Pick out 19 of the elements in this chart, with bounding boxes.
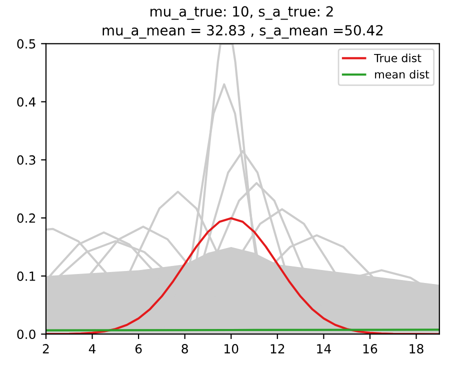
y-tick-label: 0.0 [17, 330, 36, 340]
legend-label: mean dist [375, 70, 430, 79]
x-tick-label: 6 [135, 344, 142, 354]
x-tick-label: 18 [410, 344, 424, 354]
x-tick-label: 2 [42, 344, 49, 354]
x-tick-label: 4 [88, 344, 96, 354]
chart-subtitle: mu_a_mean = 32.83 , s_a_mean =50.42 [102, 25, 383, 39]
legend-label: True dist [374, 54, 422, 62]
y-tick-label: 0.3 [17, 155, 36, 165]
x-tick-label: 16 [363, 344, 378, 354]
x-tick-label: 8 [182, 344, 188, 354]
y-tick-label: 0.5 [17, 39, 36, 49]
y-tick-label: 0.1 [17, 271, 36, 281]
chart-title: mu_a_true: 10, s_a_true: 2 [150, 6, 333, 20]
x-tick-label: 12 [270, 344, 284, 354]
y-tick-label: 0.4 [17, 97, 36, 107]
x-tick-label: 14 [317, 344, 331, 354]
x-tick-label: 10 [224, 344, 238, 354]
y-tick-label: 0.2 [17, 213, 36, 223]
